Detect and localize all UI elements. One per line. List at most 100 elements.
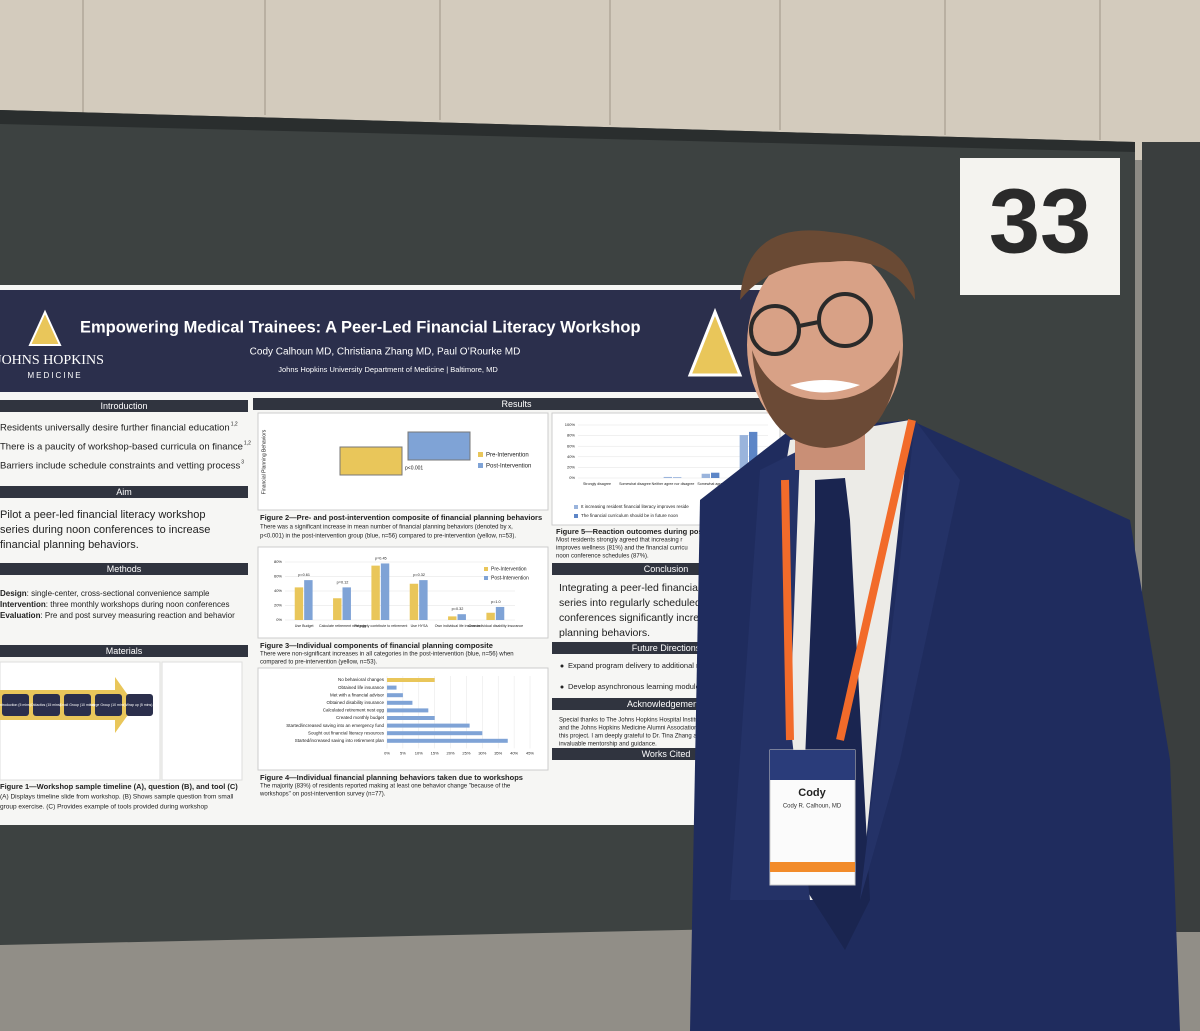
method-label: Intervention bbox=[0, 600, 46, 609]
y-tick-label: 60% bbox=[567, 443, 575, 448]
section-heading: Introduction bbox=[100, 401, 147, 411]
p-value: p=0.45 bbox=[375, 556, 387, 560]
section-bar bbox=[0, 645, 248, 657]
wall-seams bbox=[82, 0, 1101, 140]
method-text: : Pre and post survey measuring reaction… bbox=[40, 611, 235, 620]
p-value: p=1.0 bbox=[491, 600, 501, 604]
section-heading: Methods bbox=[107, 564, 142, 574]
bar bbox=[739, 435, 748, 478]
y-tick-label: No behavioral changes bbox=[338, 677, 385, 682]
x-tick-label: Neither agree nor disagree bbox=[652, 482, 695, 486]
y-tick-label: 40% bbox=[274, 588, 282, 593]
bar bbox=[663, 476, 672, 478]
logo-shield bbox=[28, 309, 62, 346]
x-tick-label: 0% bbox=[384, 750, 390, 755]
smile bbox=[790, 380, 860, 393]
reference: 3 bbox=[241, 459, 244, 465]
intro-item: Barriers include schedule constraints an… bbox=[0, 461, 241, 472]
timeline-step bbox=[33, 694, 60, 716]
aim-line: financial planning behaviors. bbox=[0, 539, 139, 551]
bar bbox=[387, 731, 483, 736]
x-tick-label: Use Budget bbox=[295, 624, 314, 628]
x-tick-label: Strongly disagree bbox=[583, 482, 611, 486]
conclusion-line: series into regularly scheduled bbox=[559, 597, 701, 609]
bar bbox=[749, 431, 758, 478]
conclusion-line: Integrating a peer-led financial bbox=[559, 582, 700, 594]
figure-caption: noon conference schedules (87%). bbox=[556, 554, 649, 560]
intro-item: There is a paucity of workshop-based cur… bbox=[0, 442, 243, 453]
section-heading: Materials bbox=[106, 646, 143, 656]
badge-band bbox=[770, 750, 855, 780]
bar bbox=[387, 716, 435, 720]
bar bbox=[387, 723, 470, 728]
bullet bbox=[560, 685, 564, 689]
bar bbox=[387, 738, 508, 743]
legend-label: Pre-Intervention bbox=[486, 453, 529, 459]
legend-swatch bbox=[478, 452, 483, 457]
bar bbox=[457, 614, 466, 620]
x-tick-label: Use HYSA bbox=[411, 624, 429, 628]
legend-swatch bbox=[484, 576, 488, 580]
x-tick-label: 10% bbox=[415, 750, 423, 755]
future-item: Develop asynchronous learning modules to… bbox=[568, 682, 730, 691]
x-tick-label: 5% bbox=[400, 750, 406, 755]
x-tick-label: Calculate retirement nest egg bbox=[319, 624, 366, 628]
figure-caption: Figure 2—Pre- and post-intervention comp… bbox=[260, 513, 542, 522]
x-tick-label: 45% bbox=[526, 750, 534, 755]
bar bbox=[387, 685, 397, 690]
y-tick-label: 20% bbox=[274, 603, 282, 608]
p-value: p=0.61 bbox=[298, 573, 310, 577]
legend-swatch bbox=[574, 505, 578, 509]
bar bbox=[673, 477, 682, 478]
y-tick-label: Met with a financial advisor bbox=[330, 692, 385, 697]
figure-caption: (A) Displays timeline slide from worksho… bbox=[0, 794, 234, 801]
hair bbox=[740, 230, 915, 300]
method-label: Design bbox=[0, 589, 27, 598]
x-tick-label: Somewhat agree bbox=[697, 482, 724, 486]
figure-caption: workshops" on post-intervention survey (… bbox=[259, 792, 386, 798]
figure-caption: Figure 3—Individual components of financ… bbox=[260, 641, 493, 650]
x-tick-label: Own individual life insurance bbox=[435, 624, 481, 628]
bullet bbox=[560, 664, 564, 668]
y-tick-label: 0% bbox=[569, 475, 575, 480]
intro-item: Residents universally desire further fin… bbox=[0, 423, 230, 434]
timeline-label: Wrap up (5 mins) bbox=[126, 703, 153, 707]
bar bbox=[380, 563, 390, 620]
badge-ribbon bbox=[770, 862, 855, 872]
figure-caption: There were non-significant increases in … bbox=[260, 652, 514, 658]
timeline-step bbox=[64, 694, 91, 716]
bar bbox=[448, 616, 457, 620]
bar bbox=[486, 612, 495, 620]
x-tick-label: 35% bbox=[494, 750, 502, 755]
booth-number: 33 bbox=[989, 170, 1091, 272]
timeline-step bbox=[126, 694, 153, 716]
p-value: p=0.12 bbox=[337, 580, 349, 584]
figure-caption: Figure 4—Individual financial planning b… bbox=[260, 773, 523, 782]
box bbox=[339, 446, 403, 476]
y-tick-label: Started/increased saving into an emergen… bbox=[286, 723, 384, 728]
bar bbox=[294, 587, 304, 620]
ack-line: this project. I am deeply grateful to Dr… bbox=[559, 734, 739, 740]
bar bbox=[387, 678, 435, 682]
conclusion-line: conferences significantly incre bbox=[559, 612, 699, 624]
method-text: : three monthly workshops during noon co… bbox=[46, 600, 230, 609]
bar bbox=[387, 708, 429, 713]
y-tick-label: 40% bbox=[567, 454, 575, 459]
y-tick-label: 80% bbox=[567, 433, 575, 438]
section-bar bbox=[253, 398, 780, 410]
timeline-label: Didactics (15 mins) bbox=[31, 703, 61, 707]
conclusion-line: planning behaviors. bbox=[559, 627, 650, 639]
section-heading: Conclusion bbox=[644, 564, 689, 574]
legend-swatch bbox=[574, 514, 578, 518]
y-tick-label: Started/increased saving into retirement… bbox=[295, 738, 385, 743]
legend-label: Post-Intervention bbox=[491, 575, 529, 581]
timeline-label: Small Group (10 mins) bbox=[59, 703, 94, 707]
reference: 1,2 bbox=[231, 421, 238, 427]
method-text: : single-center, cross-sectional conveni… bbox=[27, 589, 210, 598]
section-heading: Acknowledgements bbox=[627, 699, 706, 709]
timeline-step bbox=[2, 694, 29, 716]
bar bbox=[711, 472, 720, 478]
bar bbox=[333, 598, 342, 620]
